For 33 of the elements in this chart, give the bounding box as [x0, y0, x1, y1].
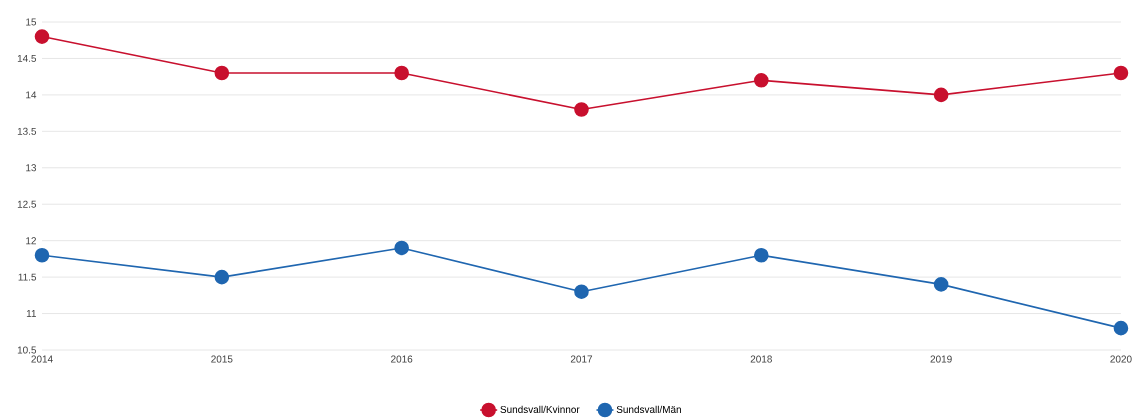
- point: [754, 73, 769, 88]
- point: [394, 65, 409, 81]
- point: [754, 247, 769, 263]
- y-tick-label: 11.5: [18, 273, 37, 281]
- y-tick-label: 14: [26, 91, 37, 99]
- y-tick-label: 11: [26, 310, 37, 317]
- y-tick-label: 13.5: [17, 127, 37, 135]
- x-tick-label: 2019: [930, 355, 952, 363]
- x-tick-label: 2020: [1110, 355, 1132, 363]
- y-tick-label: 15: [26, 18, 37, 26]
- x-tick-label: 2018: [750, 355, 772, 363]
- point: [933, 87, 949, 103]
- point: [574, 284, 589, 299]
- point: [1113, 65, 1129, 81]
- x-tick-label: 2017: [570, 355, 593, 363]
- point: [394, 240, 409, 256]
- y-tick-label: 13: [26, 164, 37, 172]
- legend-label: Sundsvall/Kvinnor: [500, 405, 580, 413]
- y-tick-label: 10.5: [17, 346, 37, 354]
- y-tick-label: 14.5: [17, 54, 37, 62]
- point: [34, 29, 50, 44]
- y-tick-label: 12: [26, 237, 36, 245]
- point: [214, 65, 230, 81]
- x-tick-label: 2014: [31, 355, 53, 363]
- legend-label: Sundsvall/Män: [616, 405, 681, 413]
- point: [214, 269, 230, 285]
- point: [933, 277, 949, 292]
- x-tick-label: 2016: [391, 355, 413, 363]
- point: [1113, 320, 1129, 336]
- point: [574, 102, 589, 117]
- x-tick-label: 2015: [211, 355, 233, 363]
- y-tick-label: 12.5: [17, 200, 37, 208]
- point: [34, 247, 50, 263]
